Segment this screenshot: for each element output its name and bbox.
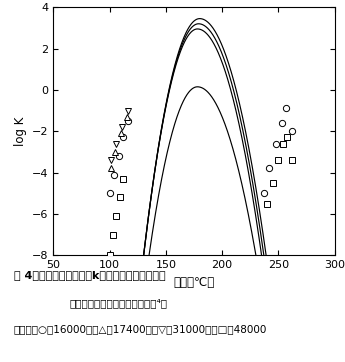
Y-axis label: log K: log K	[13, 117, 27, 146]
Text: 分子量：○：16000，　△：17400，　▽：31000，　□：48000: 分子量：○：16000， △：17400， ▽：31000， □：48000	[14, 324, 267, 334]
Text: （ポリフェニレンサルフィド）⁴）: （ポリフェニレンサルフィド）⁴）	[69, 299, 167, 309]
Text: 围 4　結晶成長速度定数kの温度と分子量依存性: 围 4 結晶成長速度定数kの温度と分子量依存性	[14, 270, 165, 280]
X-axis label: 温度（℃）: 温度（℃）	[174, 275, 215, 289]
